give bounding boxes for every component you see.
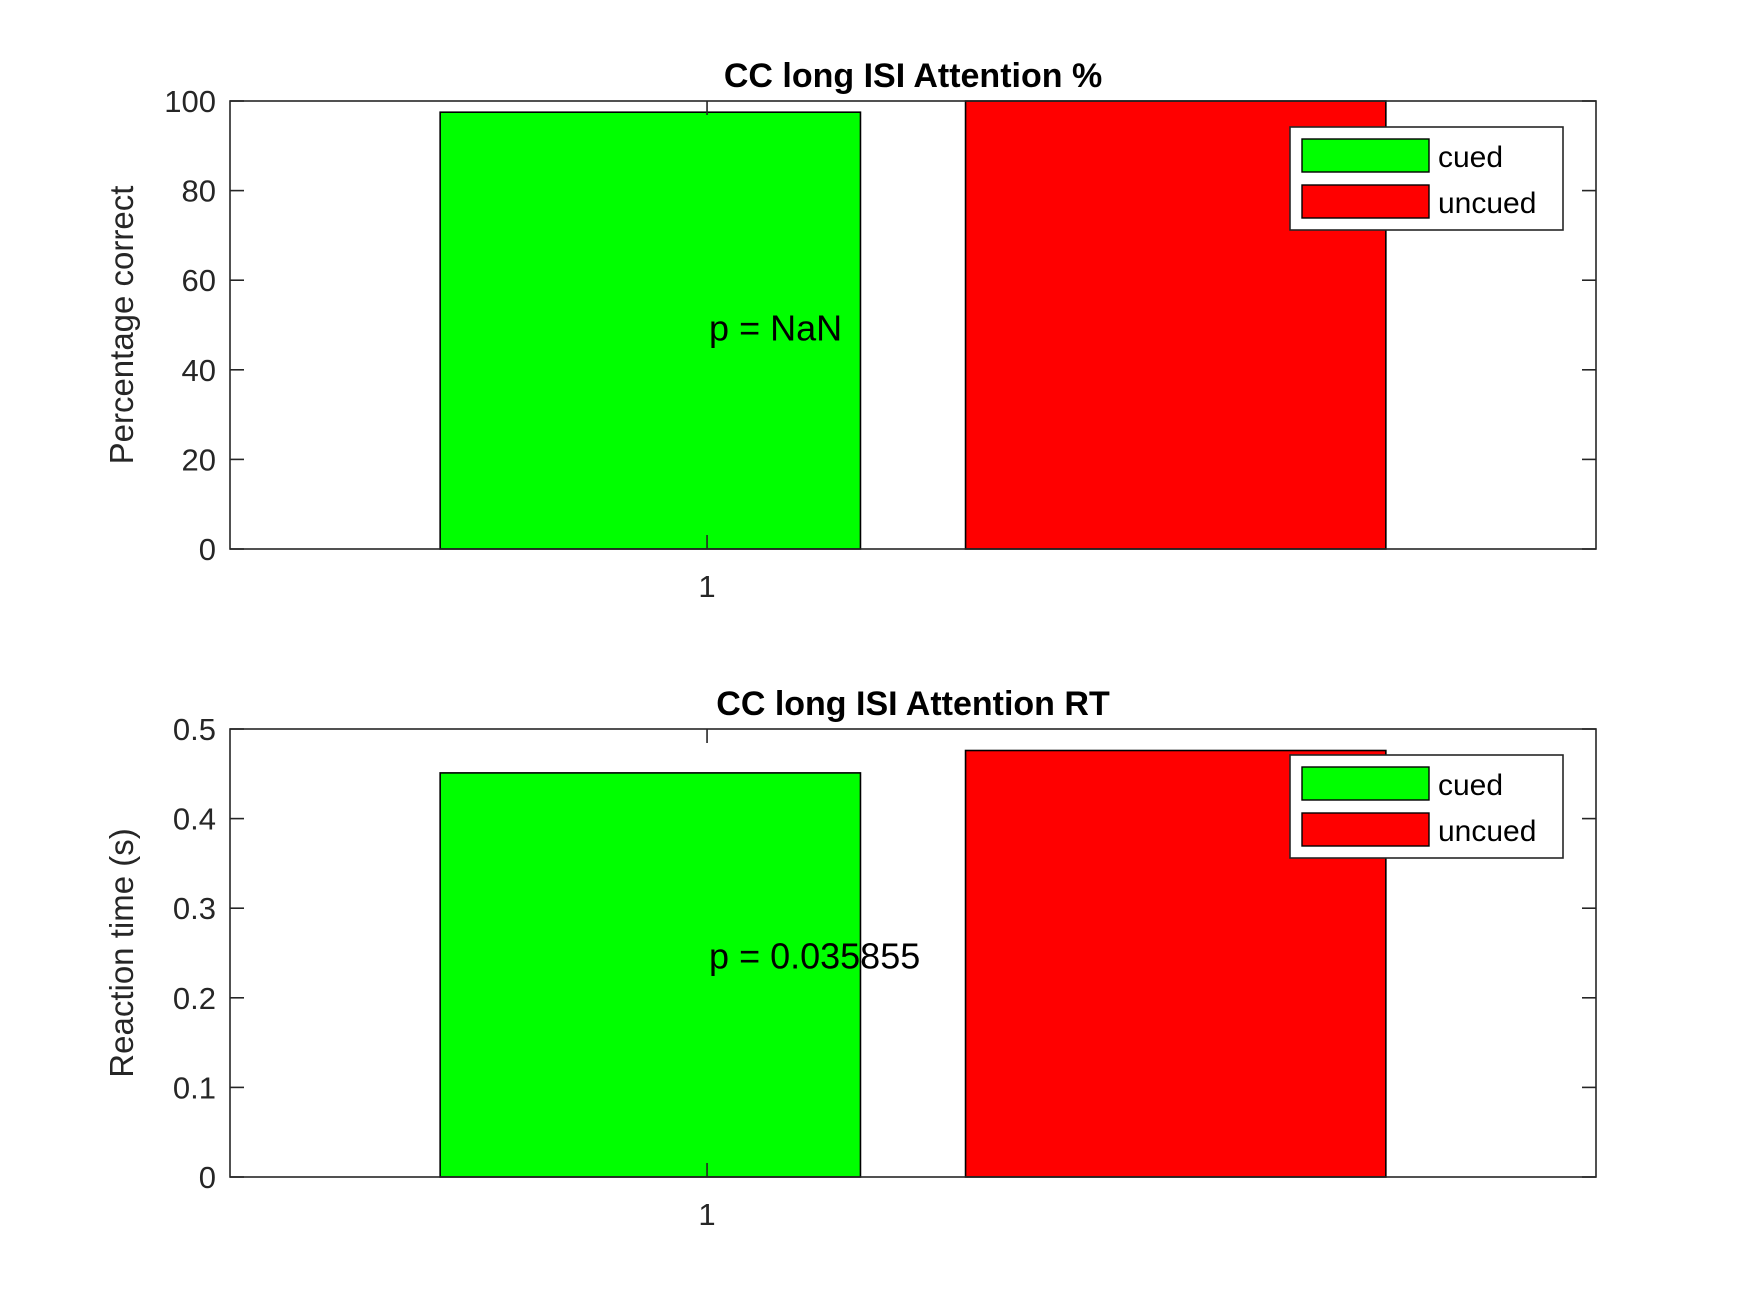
legend-label-uncued: uncued	[1438, 815, 1536, 848]
x-tick-label: 1	[698, 569, 715, 604]
bar-cued	[439, 111, 862, 550]
y-tick-label: 0.4	[173, 802, 216, 837]
x-tick-label: 1	[698, 1197, 715, 1232]
legend-label-cued: cued	[1438, 141, 1503, 174]
y-tick-label: 40	[182, 353, 216, 388]
y-tick-label: 0.2	[173, 981, 216, 1016]
y-tick-label: 20	[182, 442, 216, 477]
y-tick-label: 60	[182, 263, 216, 298]
axes-box	[229, 100, 1597, 550]
y-tick-label: 80	[182, 174, 216, 209]
y-tick-label: 0.1	[173, 1070, 216, 1105]
legend-swatch-uncued	[1301, 184, 1430, 219]
legend-label-uncued: uncued	[1438, 187, 1536, 220]
axes-box	[229, 728, 1597, 1178]
y-tick-label: 0.3	[173, 891, 216, 926]
y-tick-label: 0	[199, 532, 216, 567]
y-tick-label: 100	[164, 84, 216, 119]
legend-swatch-cued	[1301, 766, 1430, 801]
chart-title: CC long ISI Attention %	[724, 57, 1102, 95]
legend-swatch-uncued	[1301, 812, 1430, 847]
p-value-annotation: p = 0.035855	[709, 936, 920, 977]
chart-2: 0 0.1 0.2 0.3 0.4 0.5 1 CC long ISI Attention R…	[103, 685, 1597, 1232]
p-value-annotation: p = NaN	[709, 308, 842, 349]
y-tick-label: 0	[199, 1160, 216, 1195]
y-axis-label: Percentage correct	[103, 186, 140, 465]
bar-cued	[439, 772, 862, 1178]
chart-1: 0 20 40 60 80 100 1 CC long ISI Attention % Perc…	[103, 57, 1597, 604]
legend-label-cued: cued	[1438, 769, 1503, 802]
legend: cued uncued	[1289, 126, 1564, 231]
chart-title: CC long ISI Attention RT	[716, 685, 1110, 723]
legend: cued uncued	[1289, 754, 1564, 859]
y-tick-label: 0.5	[173, 712, 216, 747]
y-axis-label: Reaction time (s)	[103, 828, 140, 1077]
legend-swatch-cued	[1301, 138, 1430, 173]
